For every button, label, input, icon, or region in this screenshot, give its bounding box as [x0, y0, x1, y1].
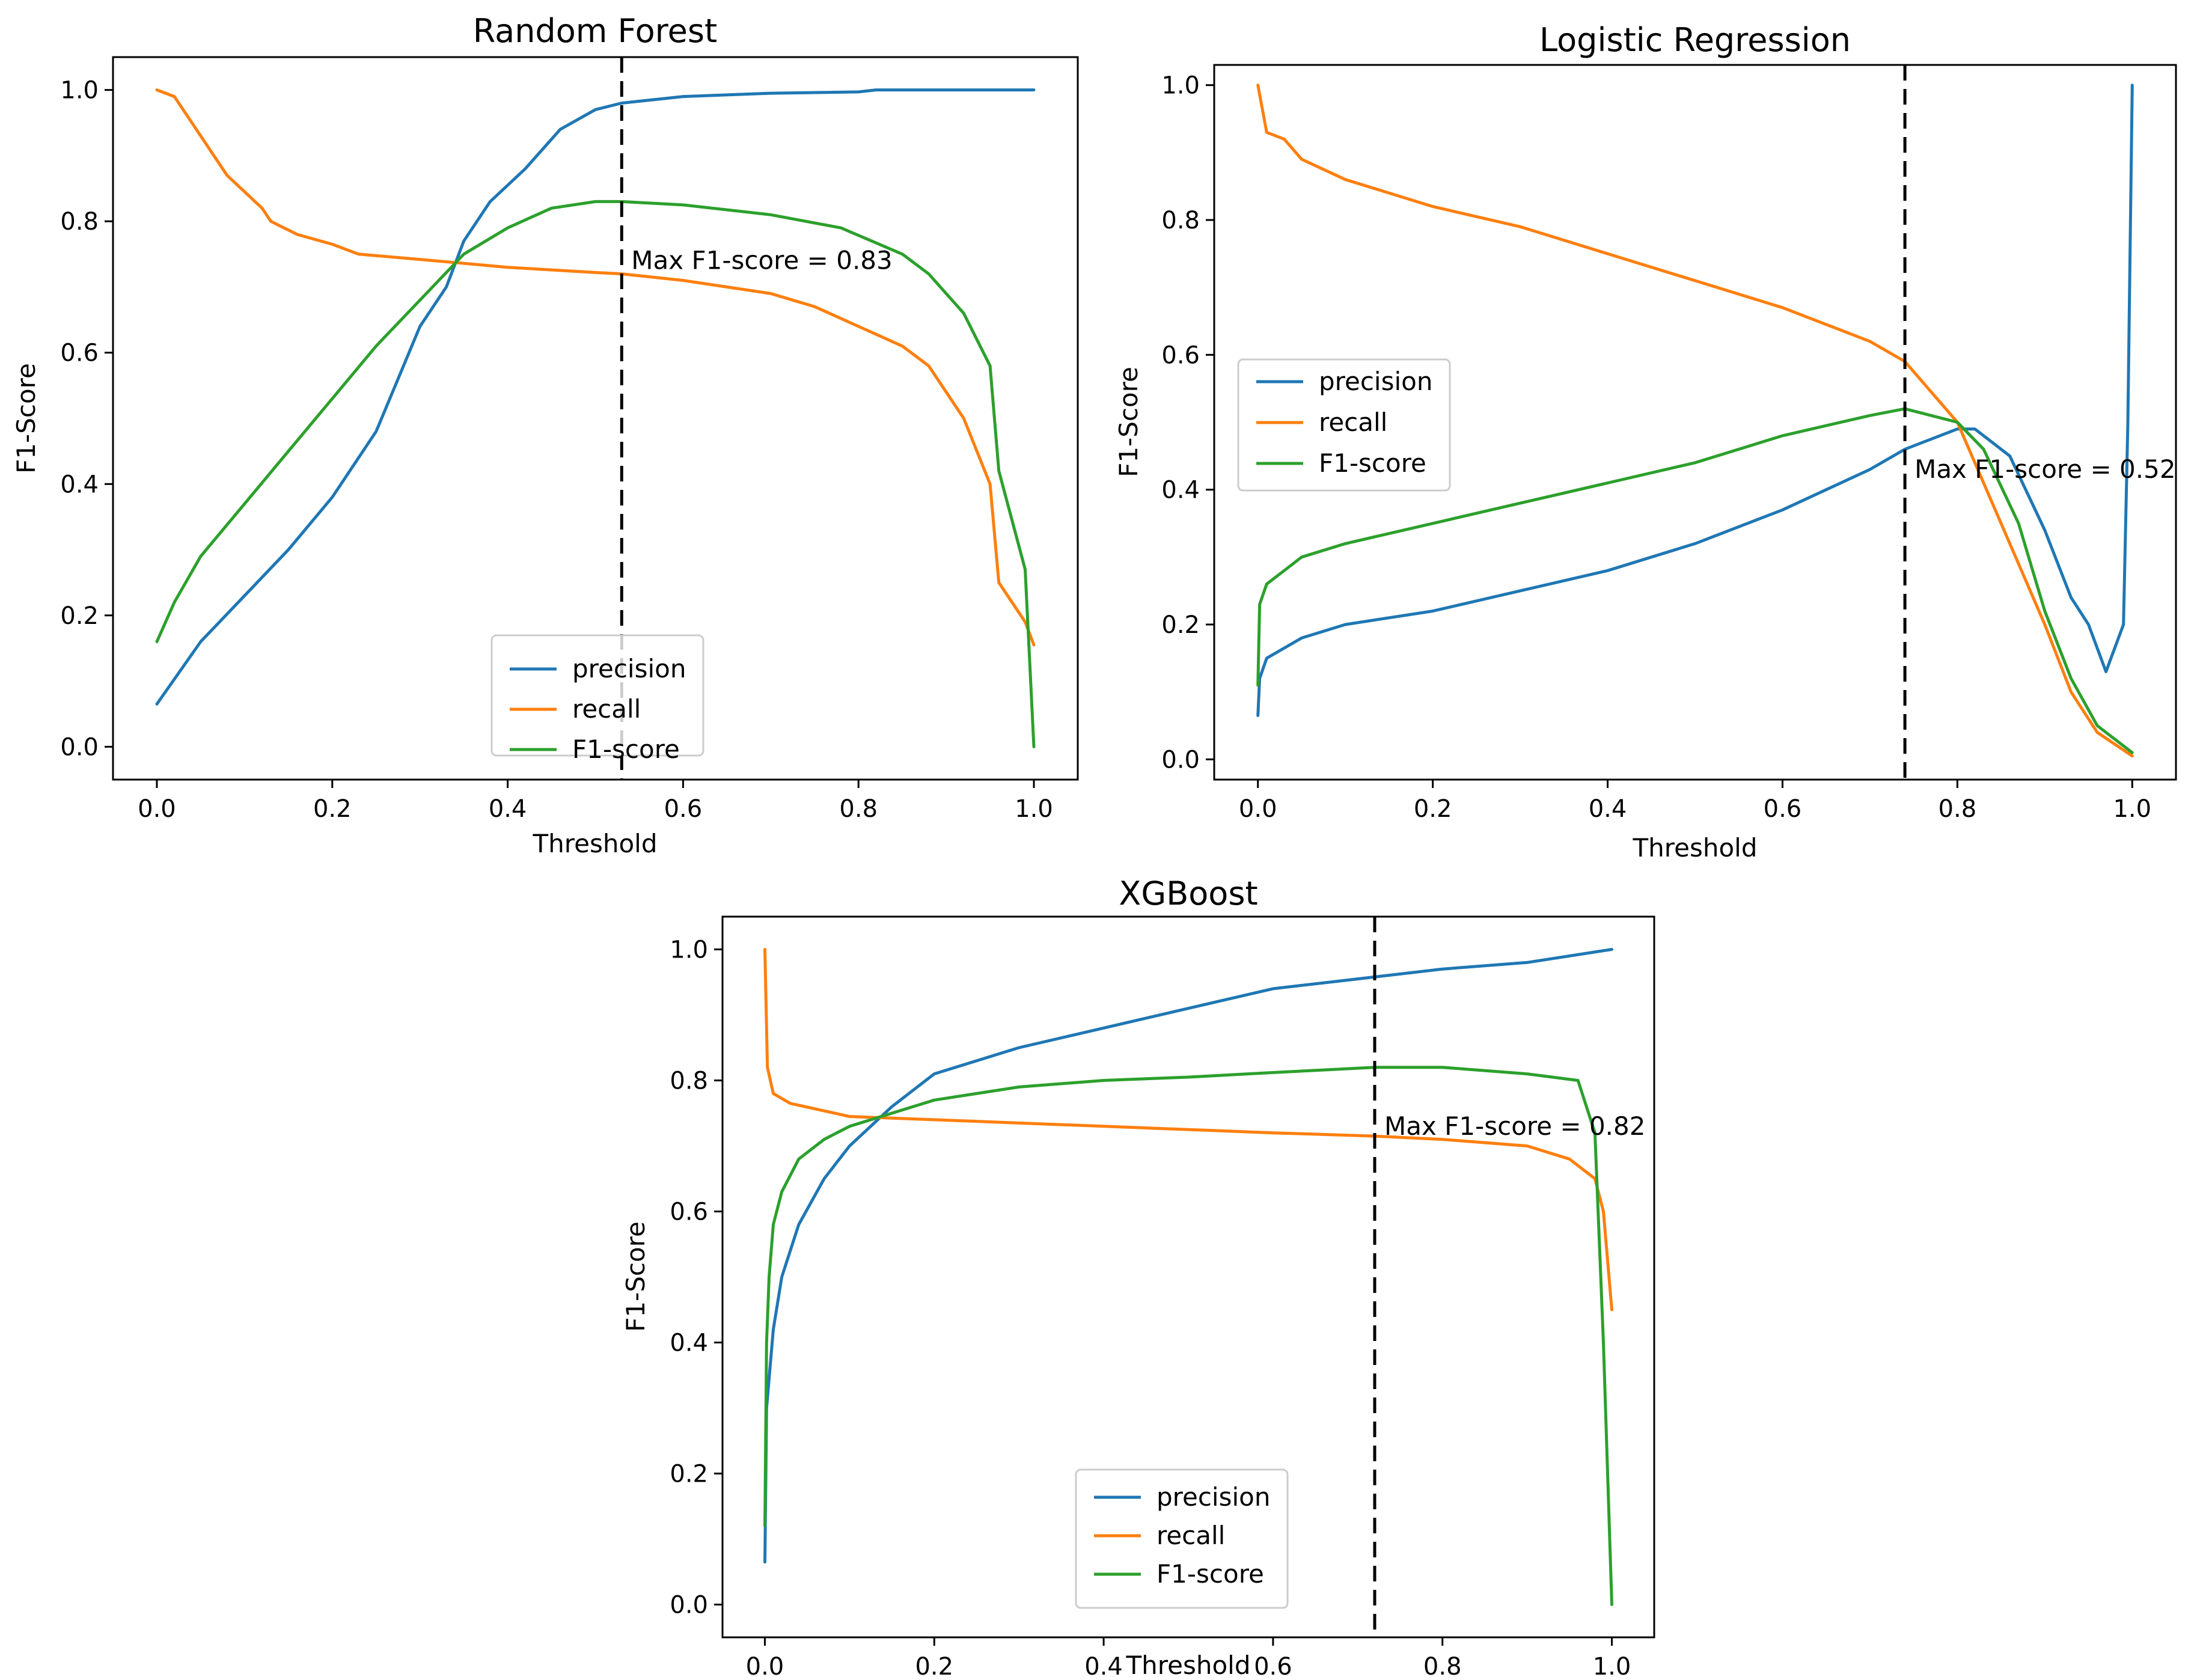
legend: precision recall F1-score — [490, 634, 704, 764]
chart-title: Random Forest — [473, 12, 717, 50]
series-line-f1-score — [1256, 407, 2134, 754]
y-tick-label: 0.6 — [1161, 341, 1200, 369]
plot-area: 0.0 0.2 0.4 0.6 0.8 1.0 0.0 0.2 0.4 0.6 0.8 1.0 — [670, 915, 1655, 1680]
chart-title: XGBoost — [1119, 875, 1257, 912]
axes-frame — [112, 56, 1079, 781]
legend-box — [490, 634, 704, 757]
legend-label-recall: recall — [1319, 408, 1387, 437]
y-tick-label: 0.2 — [1161, 611, 1200, 639]
legend-label-f1-score: F1-score — [1156, 1559, 1264, 1589]
series-line-precision — [155, 88, 1036, 706]
y-tick-label: 1.0 — [60, 77, 99, 105]
max-f1-annotation: Max F1-score = 0.82 — [1384, 1111, 1645, 1141]
y-tick-label: 0.6 — [60, 340, 99, 367]
x-tick-label: 0.0 — [1239, 795, 1277, 823]
y-tick-label: 0.6 — [670, 1199, 708, 1226]
axes-frame — [1213, 64, 2177, 781]
y-tick-label: 0.0 — [60, 733, 99, 761]
legend-label-f1-score: F1-score — [572, 735, 680, 764]
random-forest-chart: 0.0 0.2 0.4 0.6 0.8 1.0 0.0 0.2 0.4 0.6 0.8 1.0 Ran… — [0, 0, 1100, 869]
y-tick-label: 0.0 — [1161, 746, 1200, 774]
series-line-recall — [155, 88, 1036, 647]
x-axis-label: Threshold — [1126, 1651, 1251, 1677]
x-tick-label: 0.6 — [664, 795, 703, 823]
y-axis-label: F1-Score — [11, 363, 41, 474]
y-tick-label: 1.0 — [670, 936, 708, 964]
max-f1-annotation: Max F1-score = 0.52 — [1914, 454, 2175, 484]
legend: precision recall F1-score — [1075, 1468, 1289, 1609]
y-tick-label: 0.8 — [1161, 207, 1200, 234]
legend-label-recall: recall — [572, 694, 641, 724]
y-axis-label: F1-Score — [621, 1221, 650, 1332]
x-tick-label: 0.4 — [1084, 1653, 1123, 1677]
series-line-recall — [763, 948, 1613, 1312]
x-tick-label: 1.0 — [1015, 795, 1053, 823]
x-tick-label: 0.0 — [138, 795, 176, 823]
x-tick-label: 0.8 — [1939, 795, 1977, 823]
x-tick-label: 0.2 — [915, 1653, 953, 1677]
xgboost-plot: 0.0 0.2 0.4 0.6 0.8 1.0 0.0 0.2 0.4 0.6 0.8 1.0 XGB… — [621, 875, 1655, 1680]
y-axis-label: F1-Score — [1114, 367, 1143, 477]
legend-label-recall: recall — [1156, 1521, 1225, 1550]
logistic-regression-chart: 0.0 0.2 0.4 0.6 0.8 1.0 0.0 0.2 0.4 0.6 0.8 1.0 Log… — [1106, 0, 2206, 869]
chart-title: Logistic Regression — [1539, 21, 1851, 59]
y-tick-label: 0.8 — [670, 1068, 708, 1095]
x-tick-label: 0.6 — [1764, 795, 1802, 823]
series-line-precision — [1256, 84, 2134, 717]
legend-box — [1237, 358, 1451, 492]
legend: precision recall F1-score — [1237, 358, 1451, 492]
series-line-f1-score — [763, 1066, 1613, 1606]
x-tick-label: 0.8 — [1423, 1653, 1462, 1677]
series-line-f1-score — [155, 200, 1036, 748]
y-tick-label: 0.4 — [60, 471, 99, 498]
y-tick-label: 0.4 — [670, 1330, 708, 1357]
plot-area: 0.0 0.2 0.4 0.6 0.8 1.0 0.0 0.2 0.4 0.6 0.8 1.0 — [1161, 64, 2177, 823]
random-forest-plot: 0.0 0.2 0.4 0.6 0.8 1.0 0.0 0.2 0.4 0.6 0.8 1.0 Ran… — [11, 12, 1079, 858]
x-axis-label: Threshold — [533, 829, 658, 858]
xgboost-chart: 0.0 0.2 0.4 0.6 0.8 1.0 0.0 0.2 0.4 0.6 0.8 1.0 XGB… — [613, 866, 1713, 1680]
x-tick-label: 1.0 — [1593, 1653, 1631, 1677]
plot-area: 0.0 0.2 0.4 0.6 0.8 1.0 0.0 0.2 0.4 0.6 0.8 1.0 — [60, 56, 1079, 823]
x-tick-label: 0.6 — [1254, 1653, 1292, 1677]
x-tick-label: 0.4 — [489, 795, 527, 823]
series-line-recall — [1256, 84, 2134, 758]
logistic-regression-plot: 0.0 0.2 0.4 0.6 0.8 1.0 0.0 0.2 0.4 0.6 0.8 1.0 Log… — [1114, 21, 2177, 863]
legend-label-precision: precision — [572, 654, 686, 683]
x-tick-label: 1.0 — [2113, 795, 2151, 823]
y-tick-label: 0.8 — [60, 208, 99, 236]
legend-label-precision: precision — [1319, 367, 1432, 396]
x-tick-label: 0.8 — [839, 795, 878, 823]
x-axis-label: Threshold — [1633, 833, 1758, 863]
y-tick-label: 0.2 — [60, 602, 99, 630]
legend-label-f1-score: F1-score — [1319, 448, 1426, 478]
y-tick-label: 0.0 — [670, 1592, 708, 1619]
max-f1-annotation: Max F1-score = 0.83 — [631, 246, 892, 275]
series-line-precision — [763, 948, 1613, 1564]
x-tick-label: 0.2 — [313, 795, 352, 823]
y-tick-label: 0.2 — [670, 1461, 708, 1488]
legend-label-precision: precision — [1156, 1482, 1270, 1512]
x-tick-label: 0.2 — [1414, 795, 1452, 823]
axes-frame — [721, 915, 1655, 1639]
y-tick-label: 0.4 — [1161, 477, 1200, 504]
x-tick-label: 0.0 — [746, 1653, 784, 1677]
y-tick-label: 1.0 — [1161, 72, 1200, 100]
x-tick-label: 0.4 — [1589, 795, 1627, 823]
